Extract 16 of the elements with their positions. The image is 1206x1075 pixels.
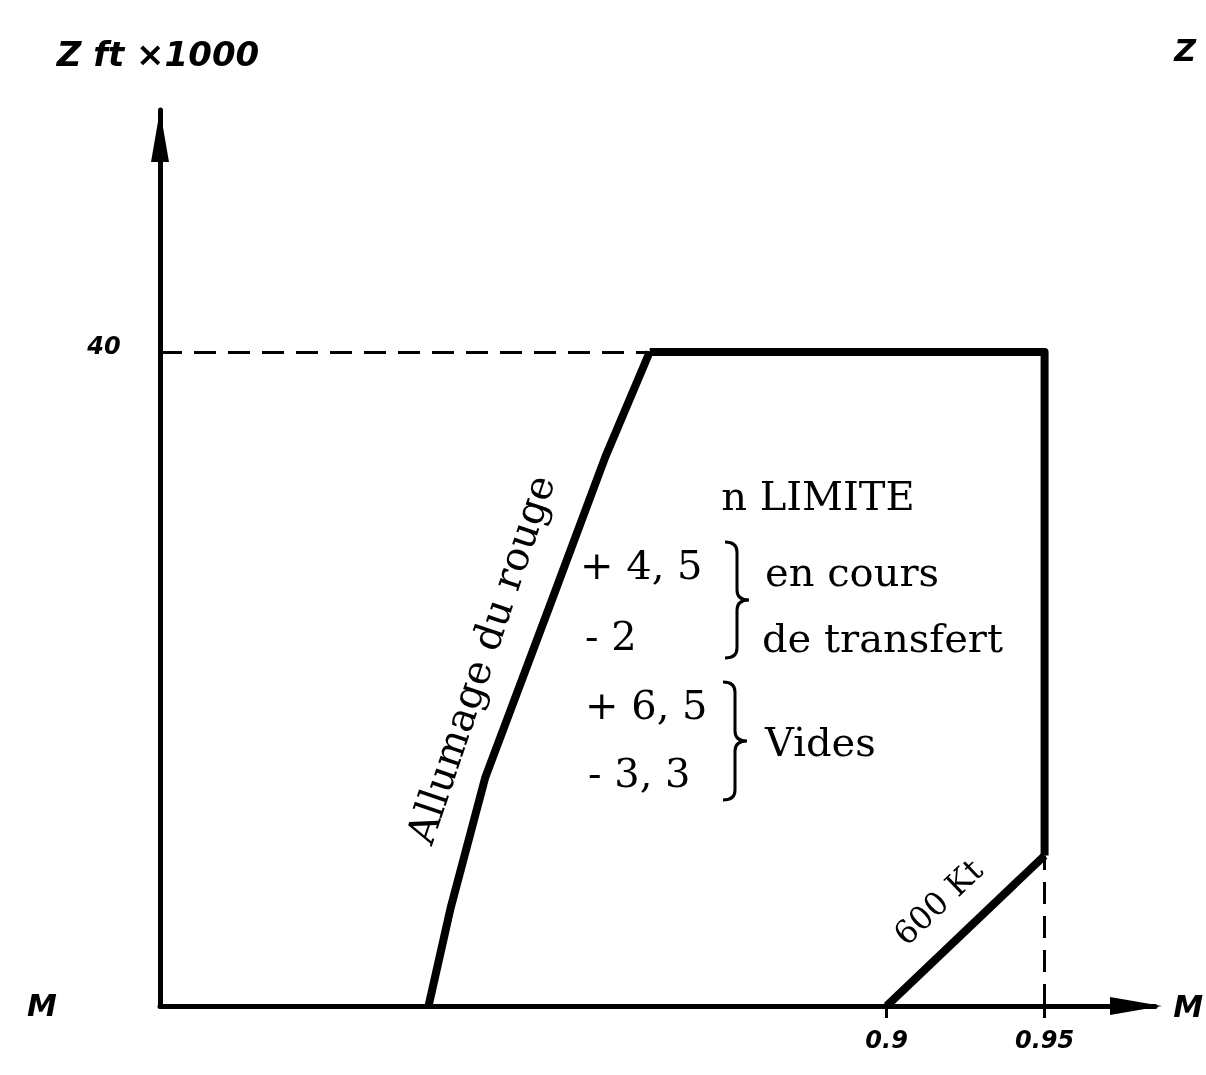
annotation: n LIMITE (721, 473, 915, 519)
annotation: - 2 (585, 613, 637, 659)
annotation: - 3, 3 (588, 750, 691, 796)
x-tick-label: 0.95 (1014, 1026, 1075, 1054)
annotation: de transfert (762, 615, 1003, 661)
text: Z ft ×1000 (55, 34, 260, 74)
x-axis-title: M (1173, 988, 1204, 1024)
text: 40 (86, 332, 121, 360)
annotation: Vides (764, 719, 876, 765)
text: M (27, 987, 58, 1023)
annotation: en cours (765, 549, 940, 595)
x-tick-label: 0.9 (865, 1026, 908, 1054)
annotation: + 6, 5 (585, 682, 708, 728)
annotation: + 4, 5 (580, 542, 703, 588)
text: Z (1173, 32, 1198, 68)
text: 600 Kt (885, 850, 991, 953)
